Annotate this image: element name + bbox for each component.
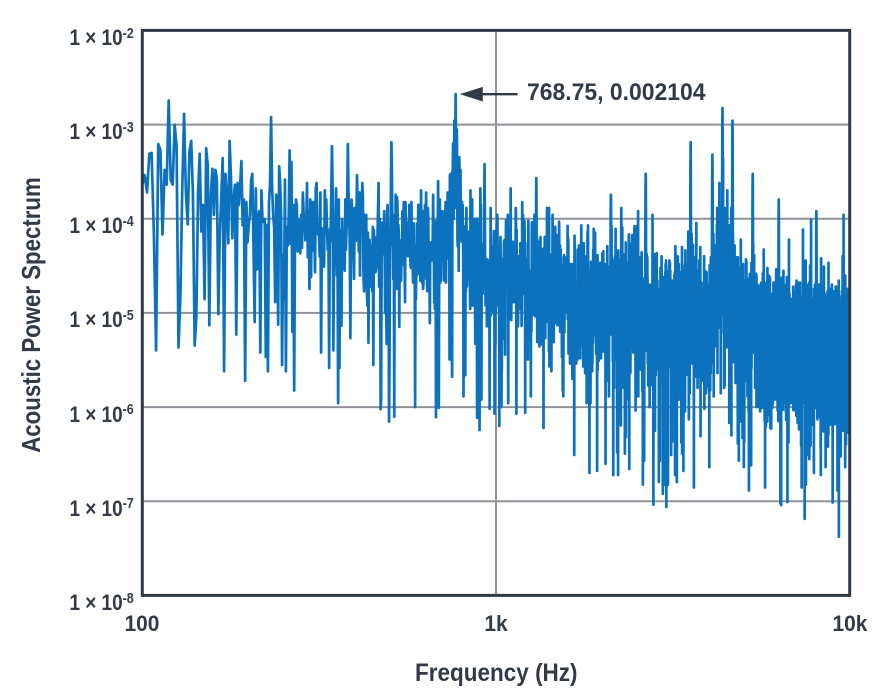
y-tick-label: 1 × 10-5 (69, 307, 134, 333)
annotation-arrow (459, 86, 518, 102)
y-tick-label: 1 × 10-6 (69, 401, 134, 427)
y-tick-label: 1 × 10-3 (69, 119, 134, 145)
x-axis-title: Frequency (Hz) (415, 659, 578, 687)
peak-annotation-label: 768.75, 0.002104 (527, 78, 706, 106)
y-tick-label: 1 × 10-8 (69, 589, 134, 615)
y-tick-label: 1 × 10-4 (69, 213, 134, 239)
y-tick-label: 1 × 10-7 (69, 495, 134, 521)
plot-frame (140, 28, 852, 597)
x-tick-label: 100 (124, 610, 160, 636)
y-tick-label: 1 × 10-2 (69, 24, 134, 50)
x-tick-label: 1k (484, 610, 508, 636)
spectrum-trace (142, 92, 850, 539)
annotation-arrowhead (459, 86, 483, 102)
x-tick-label: 10k (832, 610, 868, 636)
